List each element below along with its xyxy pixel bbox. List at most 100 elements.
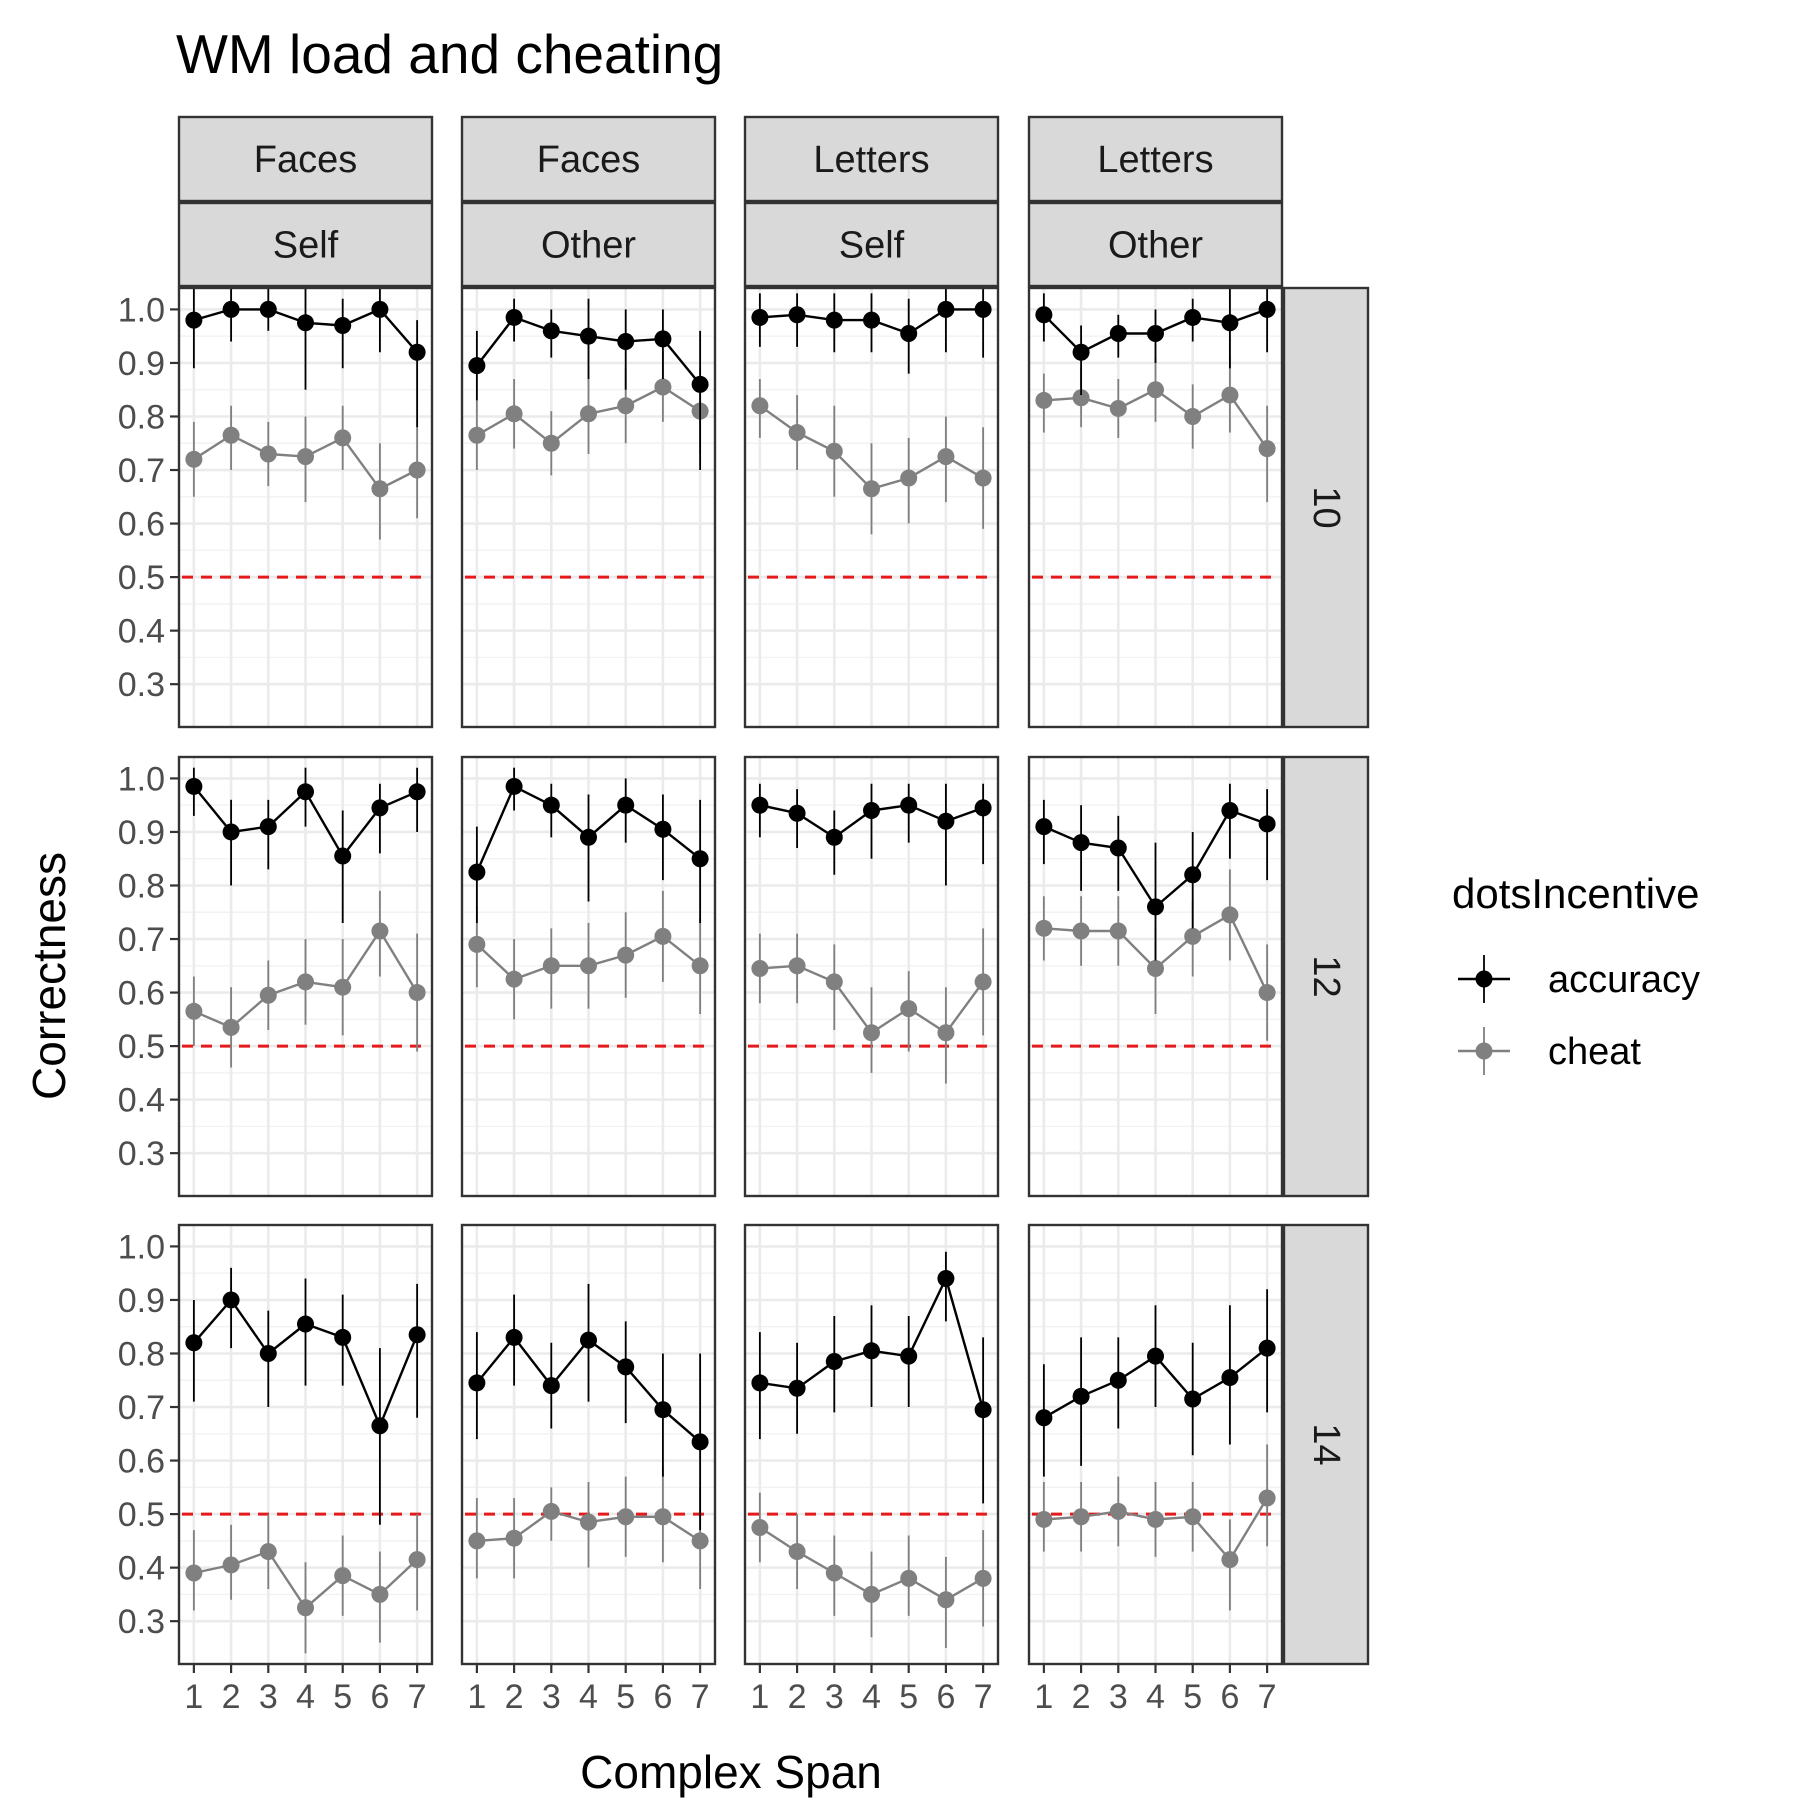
accuracy-point xyxy=(937,812,955,830)
x-tick-label: 6 xyxy=(370,1678,389,1716)
series-accuracy xyxy=(751,288,992,374)
accuracy-point xyxy=(1184,866,1202,884)
chart-title: WM load and cheating xyxy=(176,23,723,85)
accuracy-point xyxy=(297,314,314,332)
series-accuracy xyxy=(185,1267,426,1525)
accuracy-point xyxy=(617,1358,635,1376)
y-tick-label: 0.9 xyxy=(118,1282,165,1320)
x-tick-label: 4 xyxy=(296,1678,315,1716)
cheat-point xyxy=(617,397,635,415)
accuracy-point xyxy=(542,322,560,340)
column-strip-4: Letters Other xyxy=(1027,115,1284,288)
cheat-point xyxy=(1221,386,1239,404)
cheat-point xyxy=(580,957,597,975)
accuracy-point xyxy=(900,325,918,343)
y-tick-label: 0.4 xyxy=(118,1550,165,1588)
y-axis-title: Correctness xyxy=(23,852,75,1100)
accuracy-point xyxy=(580,1331,597,1349)
strip-label: Other xyxy=(541,225,636,267)
legend-title: dotsIncentive xyxy=(1452,870,1700,917)
legend-label: accuracy xyxy=(1548,959,1700,1001)
cheat-point xyxy=(580,405,597,423)
accuracy-point xyxy=(371,799,389,817)
cheat-point xyxy=(825,973,843,991)
series-cheat xyxy=(751,1492,992,1648)
x-tick-label: 3 xyxy=(1109,1678,1128,1716)
x-tick-label: 6 xyxy=(653,1678,672,1716)
cheat-point xyxy=(1147,381,1164,399)
accuracy-point xyxy=(259,818,277,836)
cheat-point xyxy=(974,1569,992,1587)
cheat-point xyxy=(468,426,486,444)
accuracy-point xyxy=(580,828,597,846)
row-strip-14: 14 xyxy=(1282,1223,1370,1666)
y-tick-label: 0.9 xyxy=(118,814,165,852)
cheat-point xyxy=(1109,922,1127,940)
accuracy-point xyxy=(542,1377,560,1395)
cheat-point xyxy=(371,480,389,498)
accuracy-point xyxy=(259,300,277,318)
cheat-point xyxy=(259,445,277,463)
y-tick-label: 0.4 xyxy=(118,613,165,651)
cheat-point xyxy=(937,448,955,466)
accuracy-point xyxy=(863,311,880,329)
accuracy-point xyxy=(654,1401,672,1419)
x-tick-label: 2 xyxy=(505,1678,524,1716)
cheat-point xyxy=(297,1599,314,1617)
x-tick-label: 4 xyxy=(1146,1678,1165,1716)
cheat-point xyxy=(408,984,426,1002)
cheat-point xyxy=(371,1585,389,1603)
y-tick-label: 0.6 xyxy=(118,506,165,544)
cheat-point xyxy=(863,1585,880,1603)
cheat-point xyxy=(1035,391,1053,409)
cheat-point xyxy=(334,1567,352,1585)
x-axis-title: Complex Span xyxy=(580,1746,882,1798)
strip-box xyxy=(177,115,434,203)
strip-label: Self xyxy=(839,225,905,267)
accuracy-point xyxy=(788,1379,806,1397)
strip-label: 14 xyxy=(1305,1423,1347,1465)
cheat-point xyxy=(408,1551,426,1569)
accuracy-point xyxy=(691,1433,709,1451)
accuracy-point xyxy=(334,316,352,334)
y-tick-label: 0.3 xyxy=(118,1135,165,1173)
series-accuracy xyxy=(1035,783,1276,961)
panel-r2-c3 xyxy=(743,755,1000,1198)
cheat-point xyxy=(1221,1551,1239,1569)
panel-border xyxy=(460,755,717,1198)
y-tick-label: 0.5 xyxy=(118,559,165,597)
accuracy-point xyxy=(1035,1409,1053,1427)
accuracy-point xyxy=(1221,314,1239,332)
cheat-point xyxy=(937,1591,955,1609)
accuracy-point xyxy=(1147,898,1164,916)
y-tick-label: 0.3 xyxy=(118,1603,165,1641)
series-cheat xyxy=(1035,869,1276,1041)
panel-r3-c4 xyxy=(1027,1223,1284,1666)
x-tick-label: 5 xyxy=(1183,1678,1202,1716)
y-tick-label: 0.8 xyxy=(118,1335,165,1373)
y-tick-label: 0.3 xyxy=(118,666,165,704)
accuracy-point xyxy=(505,777,523,795)
series-cheat xyxy=(1035,357,1276,503)
accuracy-point xyxy=(937,1270,955,1288)
accuracy-point xyxy=(654,820,672,838)
y-tick-label: 0.7 xyxy=(118,921,165,959)
accuracy-point xyxy=(1258,815,1276,833)
cheat-point xyxy=(1109,399,1127,417)
y-tick-label: 0.8 xyxy=(118,398,165,436)
cheat-point xyxy=(1184,407,1202,425)
cheat-point xyxy=(691,1532,709,1550)
accuracy-point xyxy=(751,1374,769,1392)
x-tick-label: 2 xyxy=(1072,1678,1091,1716)
cheat-point xyxy=(468,1532,486,1550)
accuracy-point xyxy=(1221,802,1239,820)
accuracy-point xyxy=(185,311,203,329)
legend-entry-accuracy: accuracy xyxy=(1458,955,1700,1003)
cheat-point xyxy=(863,480,880,498)
y-tick-label: 0.6 xyxy=(118,975,165,1013)
strip-box xyxy=(1282,755,1370,1198)
accuracy-point xyxy=(974,1401,992,1419)
row-strip-10: 10 xyxy=(1282,286,1370,729)
cheat-point xyxy=(617,1508,635,1526)
accuracy-point xyxy=(825,1353,843,1371)
